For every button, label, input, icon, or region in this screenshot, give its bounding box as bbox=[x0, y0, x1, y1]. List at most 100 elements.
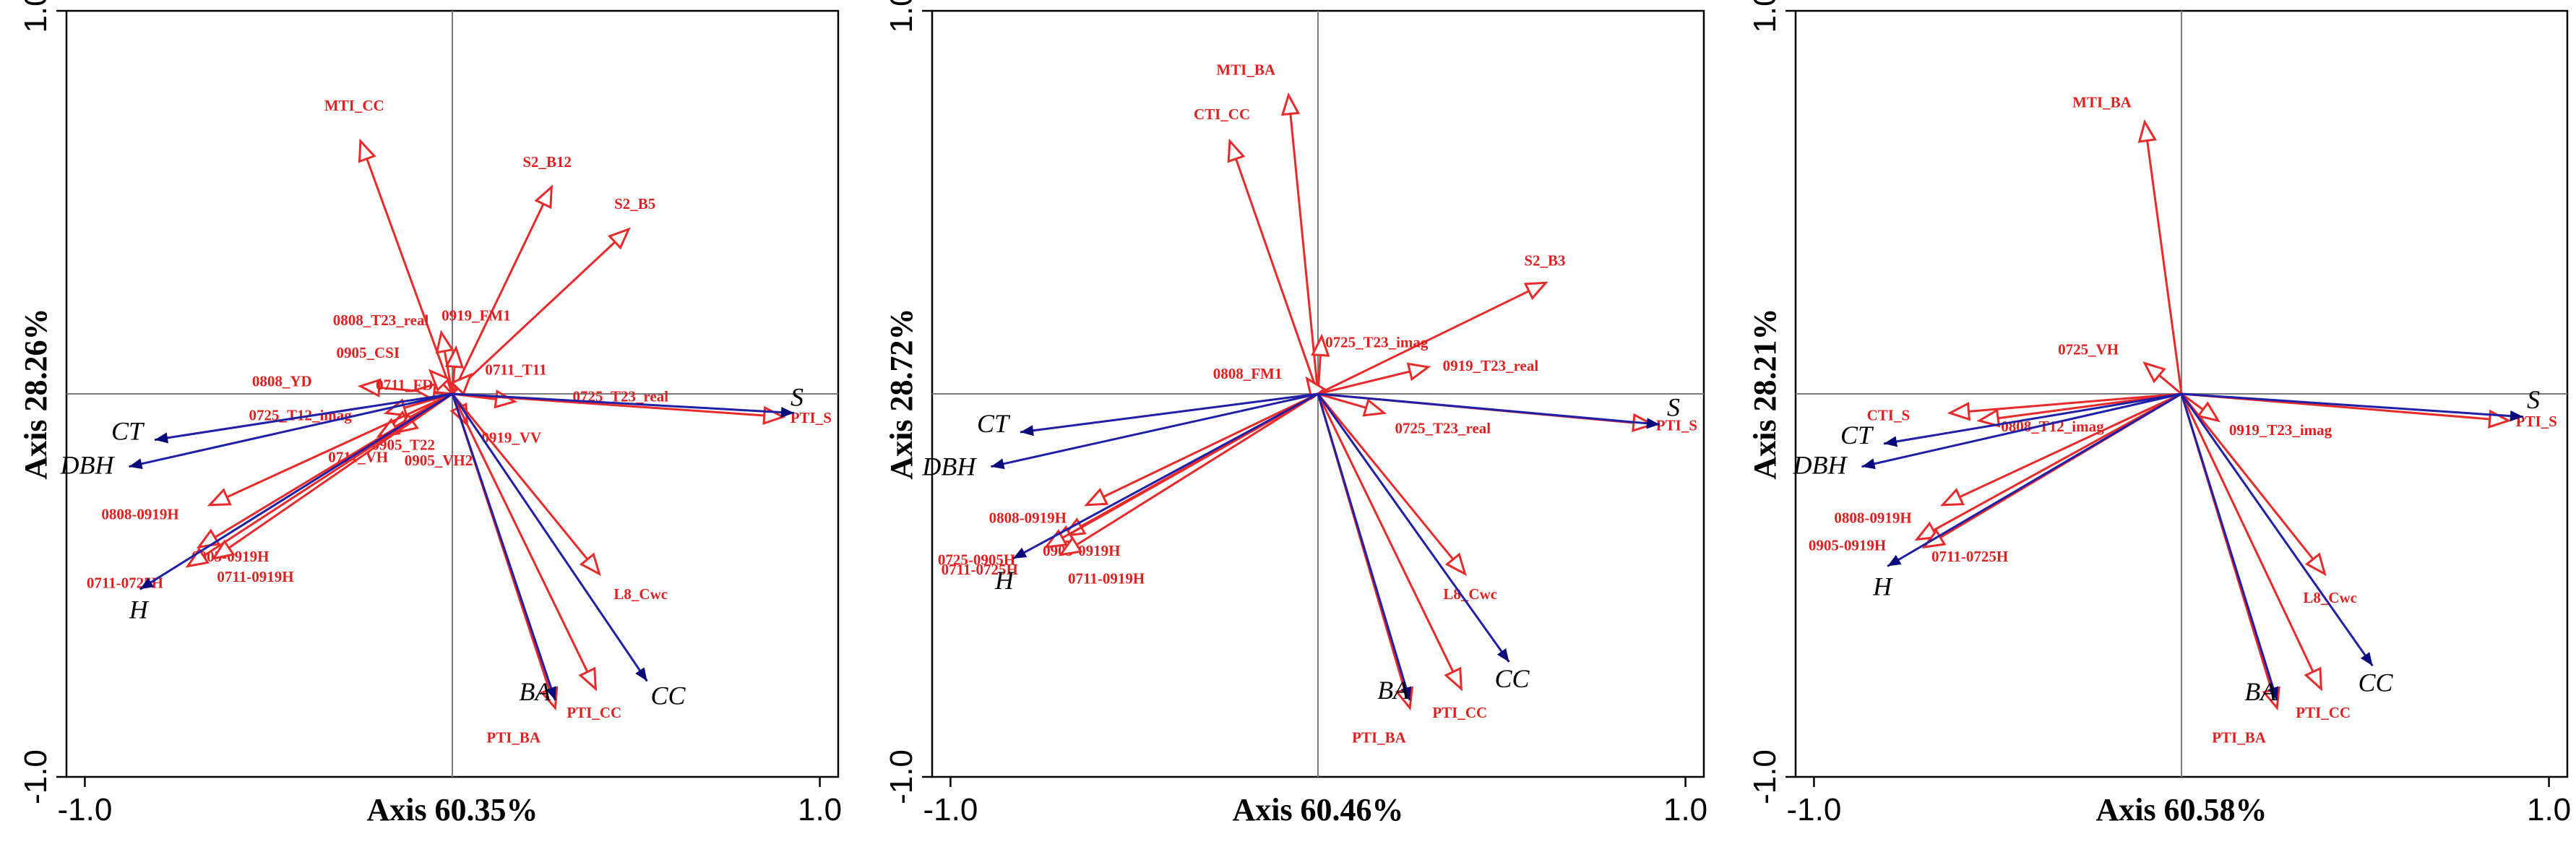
response-vector-s: S bbox=[452, 383, 804, 418]
vector-label-0711-t11: 0711_T11 bbox=[485, 361, 546, 379]
y-axis-label: Axis 28.26% bbox=[18, 308, 53, 479]
vector-head-0905-0919h bbox=[196, 528, 221, 549]
vector-head-pti-s bbox=[2488, 409, 2512, 429]
vector-line-s2-b3 bbox=[1317, 281, 1546, 395]
response-vector-cc: CC bbox=[1317, 393, 1530, 693]
response-vector-ba: BA bbox=[2180, 393, 2279, 706]
response-vector-s: S bbox=[1317, 392, 1680, 429]
vector-label-s: S bbox=[2527, 385, 2540, 414]
vector-line-cti-s bbox=[1950, 392, 2182, 414]
vector-label-0711-fd: 0711_FD bbox=[376, 377, 433, 394]
vector-head-0725-vh bbox=[2142, 361, 2166, 384]
vector-label-pti-ba: PTI_BA bbox=[2212, 729, 2267, 747]
vector-label-0711-0919h: 0711-0919H bbox=[217, 568, 293, 585]
y-tick-label: 1.0 bbox=[1747, 0, 1783, 33]
vector-label-0711-0725h: 0711-0725H bbox=[942, 561, 1018, 578]
biplot-panel-1: -1.0 1.0 -1.0 1.0 Axis 60.35% Axis 28.26% MTI_… bbox=[18, 0, 842, 827]
vector-label-mti-ba: MTI_BA bbox=[2072, 94, 2132, 111]
vector-label-cc: CC bbox=[651, 681, 686, 710]
vector-head-ba bbox=[1400, 686, 1412, 700]
vector-head-0919-t23-real bbox=[1406, 362, 1431, 382]
y-tick-label: 1.0 bbox=[18, 0, 53, 33]
vector-line-cc bbox=[451, 393, 648, 682]
vector-label-cc: CC bbox=[2358, 668, 2393, 697]
vector-label-0725-0905h: 0725-0905H bbox=[938, 551, 1015, 569]
vector-label-ba: BA bbox=[1377, 676, 1410, 705]
vector-line-0808-0919h bbox=[1085, 392, 1319, 507]
vector-line-h bbox=[1887, 392, 2182, 567]
vector-line-l8-cwc bbox=[2180, 393, 2326, 575]
vector-head-mti-cc bbox=[358, 138, 376, 163]
vector-line-cti-cc bbox=[1228, 140, 1319, 395]
explanatory-vector-mti-ba: MTI_BA bbox=[1216, 61, 1319, 395]
vector-head-0808-t23-real bbox=[435, 330, 455, 354]
x-axis-label: Axis 60.35% bbox=[366, 792, 538, 827]
vector-head-dbh bbox=[991, 458, 1005, 470]
vector-label-0711-0725h: 0711-0725H bbox=[1931, 548, 2008, 565]
explanatory-vector-0725-t23-real: 0725_T23_real bbox=[1317, 392, 1491, 437]
x-axis-label: Axis 60.58% bbox=[2095, 792, 2267, 827]
vector-line-ct bbox=[1883, 392, 2182, 445]
explanatory-vector-0711-0919h: 0711-0919H bbox=[1058, 392, 1319, 588]
vector-line-l8-cwc bbox=[451, 393, 600, 575]
vector-head-mti-ba bbox=[1280, 92, 1301, 116]
explanatory-vector-0905-csi: 0905_CSI bbox=[336, 344, 454, 395]
vector-label-s2-b3: S2_B3 bbox=[1524, 251, 1565, 269]
vector-head-0808-0919h bbox=[207, 488, 232, 507]
vector-label-pti-s: PTI_S bbox=[1656, 416, 1697, 434]
vector-head-0711-0725h bbox=[185, 547, 210, 568]
response-vector-ct: CT bbox=[111, 392, 453, 446]
vector-label-mti-ba: MTI_BA bbox=[1216, 61, 1276, 79]
explanatory-vector-l8-cwc: L8_Cwc bbox=[1317, 393, 1497, 603]
vector-label-0725-t23-imag: 0725_T23_imag bbox=[1325, 334, 1429, 351]
vector-label-0808-0919h: 0808-0919H bbox=[101, 506, 178, 523]
vector-label-0905-vh2: 0905_VH2 bbox=[405, 452, 473, 469]
x-tick-label: -1.0 bbox=[58, 792, 113, 827]
explanatory-vector-0711-fd: 0711_FD bbox=[376, 377, 453, 402]
vector-head-0725-t23-real bbox=[1362, 398, 1387, 417]
vector-head-0711-0725h bbox=[1043, 529, 1069, 549]
vector-head-cti-s bbox=[1947, 402, 1971, 421]
vector-head-s bbox=[1646, 418, 1660, 429]
vector-head-0808-0919h bbox=[1084, 487, 1109, 507]
vector-head-0711-t11 bbox=[449, 372, 473, 396]
biplot-panel-2: -1.0 1.0 -1.0 1.0 Axis 60.46% Axis 28.72% MTI_… bbox=[884, 0, 1707, 827]
vector-label-pti-ba: PTI_BA bbox=[486, 729, 541, 747]
vector-line-ba bbox=[451, 393, 556, 701]
vector-line-ct bbox=[154, 392, 453, 442]
vector-label-h: H bbox=[994, 566, 1015, 595]
vector-head-ct bbox=[1020, 425, 1034, 437]
response-vector-dbh: DBH bbox=[921, 392, 1319, 481]
vector-label-pti-s: PTI_S bbox=[2516, 413, 2557, 430]
vector-line-0808-0919h bbox=[1942, 392, 2182, 507]
vector-line-s2-b12 bbox=[451, 186, 553, 395]
explanatory-vector-s2-b12: S2_B12 bbox=[451, 153, 572, 395]
vector-label-dbh: DBH bbox=[921, 452, 977, 481]
vector-label-pti-cc: PTI_CC bbox=[567, 704, 621, 721]
explanatory-vector-0711-t11: 0711_T11 bbox=[449, 361, 547, 396]
vector-line-0808-0919h bbox=[209, 392, 453, 507]
vector-label-ba: BA bbox=[2244, 677, 2277, 706]
y-axis-label: Axis 28.21% bbox=[1747, 308, 1783, 479]
vector-head-cc bbox=[635, 667, 647, 681]
explanatory-vector-0808-0919h: 0808-0919H bbox=[101, 392, 453, 523]
response-vector-ct: CT bbox=[977, 392, 1319, 438]
vector-head-0711-0919h bbox=[1058, 536, 1083, 556]
explanatory-vector-0808-0919h: 0808-0919H bbox=[1834, 392, 2182, 527]
x-tick-label: -1.0 bbox=[923, 792, 978, 827]
vector-label-0905-csi: 0905_CSI bbox=[336, 344, 400, 361]
vector-head-pti-cc bbox=[2304, 666, 2322, 692]
vector-label-mti-cc: MTI_CC bbox=[324, 97, 384, 114]
vector-head-h bbox=[1012, 547, 1028, 559]
biplot-panel-3: -1.0 1.0 -1.0 1.0 Axis 60.58% Axis 28.21% MTI_… bbox=[1747, 0, 2571, 827]
vector-head-ct bbox=[155, 432, 168, 444]
response-vector-cc: CC bbox=[451, 393, 686, 710]
vector-label-0711-0919h: 0711-0919H bbox=[1068, 570, 1145, 588]
vector-line-0808-t12-imag bbox=[1979, 392, 2182, 422]
vector-label-l8-cwc: L8_Cwc bbox=[1443, 585, 1497, 603]
vector-line-h bbox=[139, 392, 453, 590]
vector-head-dbh bbox=[129, 458, 143, 470]
response-vector-cc: CC bbox=[2180, 393, 2393, 697]
vector-head-dbh bbox=[1861, 458, 1876, 470]
